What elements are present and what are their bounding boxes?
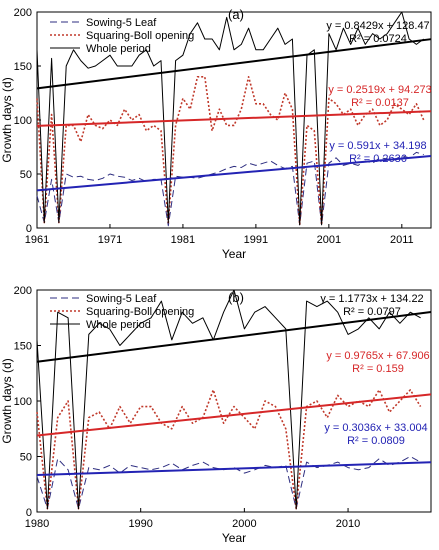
y-tick-label: 0 [26, 507, 32, 519]
x-tick-label: 1980 [25, 518, 49, 530]
trend-r2: R² = 0.0137 [351, 97, 409, 109]
trendline-sowing-5-leaf [36, 154, 432, 192]
x-axis-label: Year [222, 247, 246, 261]
series-line-whole-period [36, 11, 424, 226]
x-tick-label: 2000 [232, 518, 256, 530]
legend-label: Squaring-Boll opening [86, 30, 194, 42]
y-tick-label: 150 [14, 61, 32, 73]
legend-label: Sowing-5 Leaf [86, 17, 157, 29]
trendline-squaring-boll-opening [36, 393, 432, 437]
y-tick-label: 50 [20, 169, 32, 181]
y-tick-label: 150 [14, 341, 32, 353]
trendline-whole-period [36, 38, 432, 90]
trend-r2: R² = 0.159 [352, 363, 404, 375]
chart-panel-a: 0 50 100 150 200 1961 1971 1981 1991 2001 2011 Year… [0, 7, 432, 261]
trendline-squaring-boll-opening [36, 110, 432, 127]
trend-r2: R² = 0.0809 [347, 435, 405, 447]
y-tick-label: 100 [14, 115, 32, 127]
legend-label: Whole period [86, 319, 151, 331]
y-tick-label: 200 [14, 285, 32, 297]
y-tick-label: 200 [14, 7, 32, 19]
y-tick-label: 50 [20, 452, 32, 464]
trend-equation: y = 0.8429x + 128.47 [326, 20, 429, 32]
x-tick-label: 1971 [98, 234, 122, 246]
trend-equation: y = 0.591x + 34.198 [329, 140, 426, 152]
legend-label: Squaring-Boll opening [86, 306, 194, 318]
x-axis-label: Year [222, 531, 246, 545]
y-tick-label: 0 [26, 223, 32, 235]
trendline-sowing-5-leaf [36, 461, 432, 477]
chart-panel-b: 0 50 100 150 200 1980 1990 2000 2010 Year Growth d… [0, 285, 432, 545]
trend-r2: R² = 0.0797 [343, 306, 401, 318]
legend-label: Sowing-5 Leaf [86, 293, 157, 305]
y-axis-label: Growth days (d) [0, 358, 14, 443]
series-line-squaring-boll-opening [36, 389, 422, 510]
x-tick-label: 1990 [128, 518, 152, 530]
panel-label: (a) [228, 7, 244, 22]
trend-equation: y = 0.2519x + 94.273 [328, 84, 431, 96]
trend-equation: y = 1.1773x + 134.22 [320, 293, 423, 305]
y-tick-label: 100 [14, 396, 32, 408]
series-line-squaring-boll-opening [36, 76, 425, 226]
trend-equation: y = 0.9765x + 67.906 [326, 350, 429, 362]
trend-r2: R² = 0.2636 [349, 153, 407, 165]
x-tick-label: 2011 [390, 234, 414, 246]
x-tick-label: 2001 [317, 234, 341, 246]
x-tick-label: 1991 [244, 234, 268, 246]
y-axis-label: Growth days (d) [0, 77, 14, 162]
trendline-whole-period [36, 311, 432, 363]
legend-label: Whole period [86, 43, 151, 55]
x-tick-label: 1961 [25, 234, 49, 246]
series-line-sowing-5-leaf [36, 151, 424, 227]
x-tick-label: 1981 [171, 234, 195, 246]
series-line-whole-period [36, 289, 421, 510]
trend-r2: R² = 0.0724 [349, 33, 407, 45]
x-tick-label: 2010 [336, 518, 360, 530]
trend-equation: y = 0.3036x + 33.004 [324, 422, 427, 434]
